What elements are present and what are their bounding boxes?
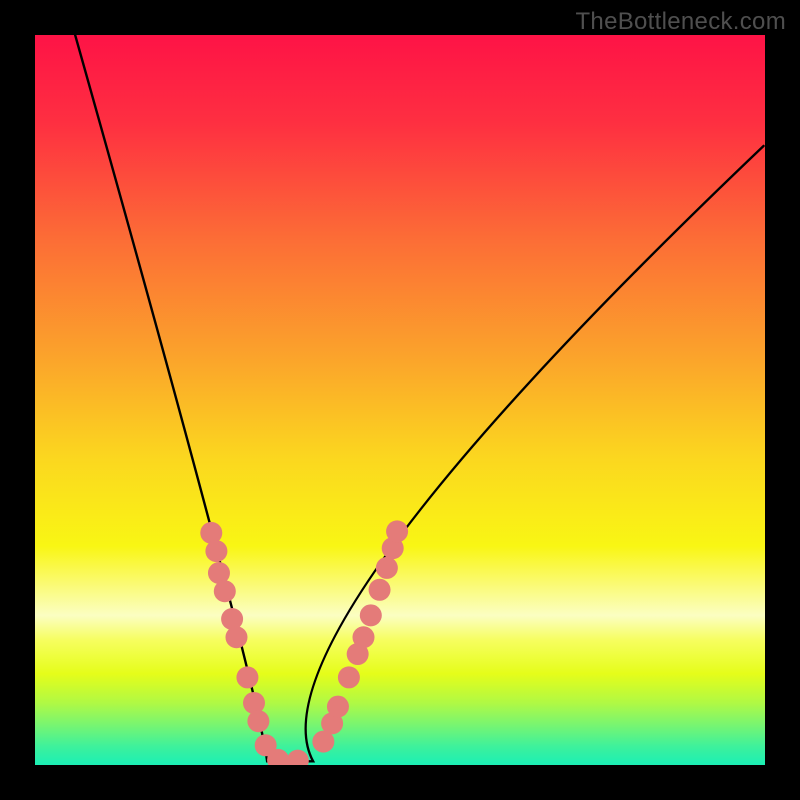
bead-left	[236, 666, 258, 688]
bead-left	[225, 626, 247, 648]
bead-left	[243, 692, 265, 714]
plot-area	[35, 35, 765, 765]
bead-right	[376, 557, 398, 579]
bead-left	[214, 580, 236, 602]
stage: TheBottleneck.com	[0, 0, 800, 800]
bead-left	[221, 608, 243, 630]
bead-right	[338, 666, 360, 688]
bottleneck-curve	[75, 35, 763, 761]
bead-right	[353, 626, 375, 648]
bead-floor	[287, 750, 309, 765]
bead-right	[386, 520, 408, 542]
curve-layer	[35, 35, 765, 765]
bead-left	[247, 710, 269, 732]
bead-group	[200, 520, 408, 765]
watermark-text: TheBottleneck.com	[575, 8, 786, 36]
bead-right	[327, 696, 349, 718]
bead-right	[360, 604, 382, 626]
bead-right	[369, 579, 391, 601]
bead-left	[205, 540, 227, 562]
